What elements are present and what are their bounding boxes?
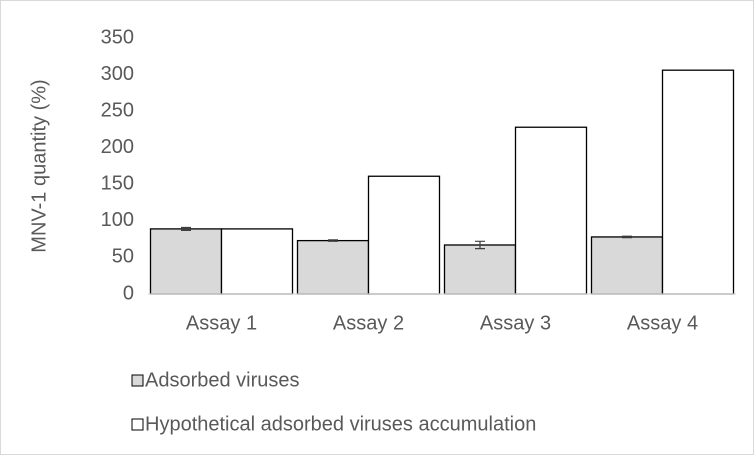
y-tick-label: 300 bbox=[101, 63, 134, 85]
y-tick-label: 250 bbox=[101, 99, 134, 121]
y-tick-label: 200 bbox=[101, 136, 134, 158]
legend-label: Hypothetical adsorbed viruses accumulati… bbox=[145, 413, 536, 435]
x-tick-label: Assay 4 bbox=[627, 312, 698, 334]
y-tick-label: 350 bbox=[101, 26, 134, 48]
y-tick-label: 0 bbox=[123, 282, 134, 304]
legend-label: Adsorbed viruses bbox=[145, 369, 300, 391]
bar bbox=[661, 69, 735, 295]
error-bar bbox=[622, 235, 632, 239]
bar bbox=[296, 239, 370, 295]
legend-swatch bbox=[131, 374, 144, 387]
bar bbox=[443, 244, 517, 295]
error-bar bbox=[328, 239, 338, 242]
legend-swatch bbox=[131, 418, 144, 431]
error-bar bbox=[475, 240, 485, 250]
bar bbox=[590, 236, 664, 295]
y-tick-label: 100 bbox=[101, 209, 134, 231]
bar bbox=[220, 228, 294, 295]
x-tick-label: Assay 2 bbox=[333, 312, 404, 334]
x-tick-label: Assay 1 bbox=[186, 312, 257, 334]
y-tick-label: 50 bbox=[112, 246, 134, 268]
y-axis-label: MNV-1 quantity (%) bbox=[28, 79, 50, 252]
x-tick-label: Assay 3 bbox=[480, 312, 551, 334]
bar bbox=[514, 126, 588, 295]
error-bar bbox=[181, 226, 191, 231]
bar bbox=[367, 175, 441, 295]
bar bbox=[149, 228, 223, 295]
y-tick-label: 150 bbox=[101, 173, 134, 195]
